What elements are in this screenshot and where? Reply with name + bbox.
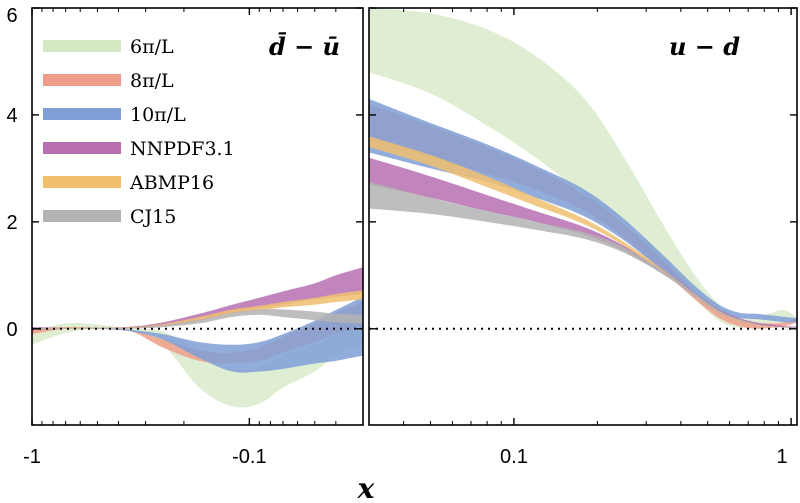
x-tick-label: -0.1 bbox=[232, 446, 266, 468]
y-axis-ticks: 0 2 4 6 bbox=[6, 5, 17, 341]
x-tick-label: 1 bbox=[776, 446, 787, 468]
legend-label: ABMP16 bbox=[129, 172, 214, 194]
bands-right bbox=[369, 8, 797, 329]
legend-label: 10π/L bbox=[130, 104, 186, 126]
legend-label: CJ15 bbox=[130, 206, 176, 228]
legend-swatch bbox=[43, 40, 121, 52]
y-tick-label: 6 bbox=[6, 5, 17, 27]
panel-title-right: u − d bbox=[669, 32, 740, 61]
legend-swatch bbox=[43, 210, 121, 222]
band-right-6l bbox=[369, 8, 797, 328]
panel-right: 0.1 1 u − d bbox=[368, 7, 798, 468]
ticks-left: -1 -0.1 bbox=[23, 7, 363, 468]
band-left-10l bbox=[32, 296, 363, 373]
y-tick-label: 0 bbox=[6, 319, 17, 341]
x-tick-label: -1 bbox=[23, 446, 41, 468]
frame-left bbox=[31, 7, 364, 426]
frame-right bbox=[368, 7, 798, 426]
legend-swatch bbox=[43, 74, 121, 86]
panel-left: -1 -0.1 d̄ − ū bbox=[23, 7, 364, 468]
panel-title-left: d̄ − ū bbox=[269, 32, 340, 61]
band-right-abmp16 bbox=[369, 136, 797, 329]
legend-label: NNPDF3.1 bbox=[130, 138, 235, 160]
band-right-cj15 bbox=[369, 181, 797, 329]
band-left-cj15 bbox=[32, 309, 363, 330]
x-axis-label: x bbox=[357, 472, 375, 503]
band-right-nnpdf31 bbox=[369, 157, 797, 328]
legend-swatch bbox=[43, 142, 121, 154]
y-tick-label: 2 bbox=[6, 212, 17, 234]
band-right-10l bbox=[369, 98, 797, 323]
x-tick-label: 0.1 bbox=[500, 446, 528, 468]
legend-label: 8π/L bbox=[130, 70, 174, 92]
y-tick-label: 4 bbox=[6, 105, 17, 127]
legend-swatch bbox=[43, 176, 121, 188]
ticks-right: 0.1 1 bbox=[369, 7, 797, 468]
legend-label: 6π/L bbox=[130, 36, 174, 58]
band-left-6l bbox=[32, 318, 363, 408]
bands-left bbox=[32, 267, 363, 408]
legend-swatch bbox=[43, 108, 121, 120]
legend: 6π/L 8π/L 10π/L NNPDF3.1 ABMP16 CJ15 bbox=[43, 36, 235, 228]
